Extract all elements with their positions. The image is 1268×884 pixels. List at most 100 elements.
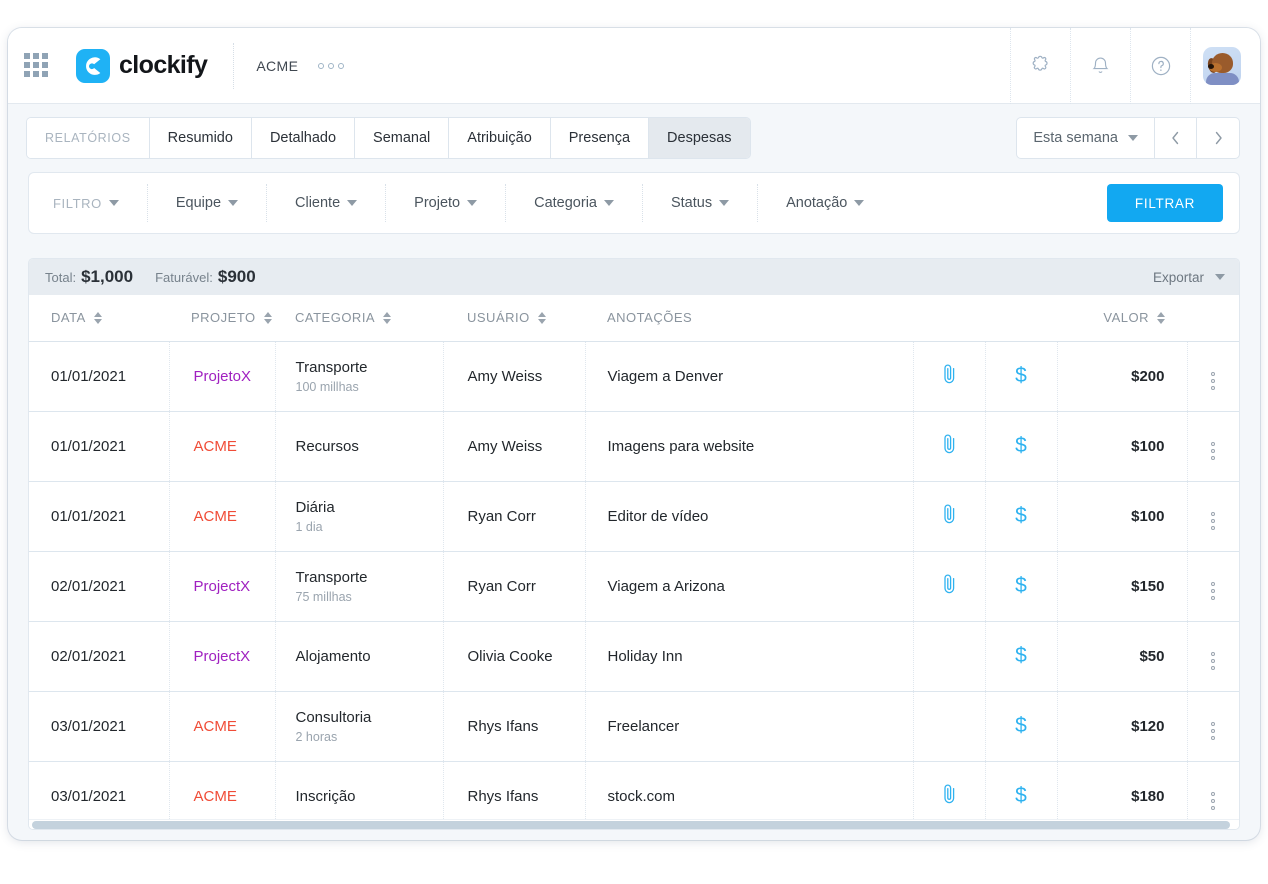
kebab-menu-icon[interactable] <box>1211 371 1216 390</box>
cell-billable[interactable]: $ <box>985 691 1058 761</box>
filter-anotacao[interactable]: Anotação <box>758 184 892 222</box>
table-row[interactable]: 03/01/2021 ACME Inscrição Rhys Ifans sto… <box>29 761 1239 829</box>
category-name: Recursos <box>295 437 359 455</box>
kebab-menu-icon[interactable] <box>1211 791 1216 810</box>
cell-billable[interactable]: $ <box>985 551 1058 621</box>
table-row[interactable]: 01/01/2021 ProjetoX Transporte 100 millh… <box>29 341 1239 411</box>
workspace-name[interactable]: ACME <box>256 57 299 74</box>
cell-project[interactable]: ProjectX <box>169 551 276 621</box>
dollar-icon[interactable]: $ <box>1015 504 1027 527</box>
dollar-icon[interactable]: $ <box>1015 784 1027 807</box>
paperclip-icon[interactable] <box>941 432 958 460</box>
paperclip-icon[interactable] <box>941 782 958 810</box>
cell-attachment[interactable] <box>913 341 986 411</box>
dollar-icon[interactable]: $ <box>1015 644 1027 667</box>
more-dots-icon[interactable] <box>318 62 345 69</box>
paperclip-icon[interactable] <box>941 572 958 600</box>
cell-billable[interactable]: $ <box>985 411 1058 481</box>
bell-icon[interactable] <box>1070 28 1130 104</box>
kebab-menu-icon[interactable] <box>1211 721 1216 740</box>
col-categoria[interactable]: CATEGORIA <box>275 295 443 342</box>
cell-actions[interactable] <box>1187 341 1239 411</box>
project-link[interactable]: ProjectX <box>193 577 251 595</box>
horizontal-scrollbar[interactable] <box>29 819 1239 829</box>
project-link[interactable]: ProjectX <box>193 647 251 665</box>
sort-icon[interactable] <box>93 311 102 324</box>
puzzle-icon[interactable] <box>1010 28 1070 104</box>
cell-actions[interactable] <box>1187 411 1239 481</box>
cell-attachment[interactable] <box>913 481 986 551</box>
dollar-icon[interactable]: $ <box>1015 574 1027 597</box>
tab-atribuicao[interactable]: Atribuição <box>449 118 551 158</box>
cell-attachment[interactable] <box>913 551 986 621</box>
project-link[interactable]: ACME <box>193 787 237 805</box>
filter-categoria[interactable]: Categoria <box>506 184 643 222</box>
paperclip-icon[interactable] <box>941 502 958 530</box>
apps-grid-icon[interactable] <box>24 52 50 79</box>
table-row[interactable]: 01/01/2021 ACME Diária 1 dia Ryan Corr E… <box>29 481 1239 551</box>
col-projeto[interactable]: PROJETO <box>169 295 275 342</box>
col-data[interactable]: DATA <box>29 295 169 342</box>
filter-equipe[interactable]: Equipe <box>148 184 268 222</box>
clockify-logo[interactable]: clockify <box>76 48 208 83</box>
filter-status[interactable]: Status <box>643 184 759 222</box>
filter-projeto[interactable]: Projeto <box>386 184 507 222</box>
kebab-menu-icon[interactable] <box>1211 581 1216 600</box>
cell-attachment[interactable] <box>913 411 986 481</box>
sort-icon[interactable] <box>263 311 272 324</box>
sort-icon[interactable] <box>537 311 546 324</box>
export-button[interactable]: Exportar <box>1153 259 1225 295</box>
project-link[interactable]: ACME <box>193 507 237 525</box>
apply-filter-button[interactable]: FILTRAR <box>1107 184 1223 222</box>
dollar-icon[interactable]: $ <box>1015 714 1027 737</box>
table-row[interactable]: 03/01/2021 ACME Consultoria 2 horas Rhys… <box>29 691 1239 761</box>
table-row[interactable]: 02/01/2021 ProjectX Transporte 75 millha… <box>29 551 1239 621</box>
tab-semanal[interactable]: Semanal <box>355 118 450 158</box>
date-range-button[interactable]: Esta semana <box>1017 118 1155 158</box>
table-row[interactable]: 02/01/2021 ProjectX Alojamento Olivia Co… <box>29 621 1239 691</box>
user-avatar[interactable] <box>1190 28 1252 104</box>
cell-project[interactable]: ACME <box>169 411 276 481</box>
cell-billable[interactable]: $ <box>985 481 1058 551</box>
cell-project[interactable]: ACME <box>169 761 276 829</box>
scrollbar-thumb[interactable] <box>32 821 1230 829</box>
cell-project[interactable]: ProjetoX <box>169 341 276 411</box>
dollar-icon[interactable]: $ <box>1015 364 1027 387</box>
tab-despesas[interactable]: Despesas <box>649 118 750 158</box>
col-valor[interactable]: VALOR <box>1057 295 1187 342</box>
sort-icon[interactable] <box>383 311 392 324</box>
cell-project[interactable]: ACME <box>169 481 276 551</box>
table-row[interactable]: 01/01/2021 ACME Recursos Amy Weiss Image… <box>29 411 1239 481</box>
cell-project[interactable]: ACME <box>169 691 276 761</box>
cell-actions[interactable] <box>1187 691 1239 761</box>
cell-billable[interactable]: $ <box>985 761 1058 829</box>
date-next-button[interactable] <box>1197 118 1239 158</box>
tab-presenca[interactable]: Presença <box>550 118 650 158</box>
kebab-menu-icon[interactable] <box>1211 511 1216 530</box>
help-circle-icon[interactable] <box>1130 28 1190 104</box>
cell-actions[interactable] <box>1187 551 1239 621</box>
cell-billable[interactable]: $ <box>985 341 1058 411</box>
project-link[interactable]: ProjetoX <box>193 367 252 385</box>
cell-actions[interactable] <box>1187 481 1239 551</box>
kebab-menu-icon[interactable] <box>1211 441 1216 460</box>
billable-label: Faturável: <box>155 269 213 285</box>
col-usuario[interactable]: USUÁRIO <box>443 295 585 342</box>
filter-cliente[interactable]: Cliente <box>267 184 387 222</box>
cell-attachment[interactable] <box>913 761 986 829</box>
cell-billable[interactable]: $ <box>985 621 1058 691</box>
sort-icon[interactable] <box>1157 311 1165 324</box>
filter-anotacao-label: Anotação <box>786 195 848 211</box>
cell-actions[interactable] <box>1187 761 1239 829</box>
project-link[interactable]: ACME <box>193 437 237 455</box>
paperclip-icon[interactable] <box>941 362 958 390</box>
date-prev-button[interactable] <box>1155 118 1197 158</box>
dollar-icon[interactable]: $ <box>1015 434 1027 457</box>
tab-detalhado[interactable]: Detalhado <box>251 118 356 158</box>
project-link[interactable]: ACME <box>193 717 237 735</box>
filter-label[interactable]: FILTRO <box>29 184 148 222</box>
cell-actions[interactable] <box>1187 621 1239 691</box>
cell-project[interactable]: ProjectX <box>169 621 276 691</box>
kebab-menu-icon[interactable] <box>1211 651 1216 670</box>
tab-resumido[interactable]: Resumido <box>149 118 252 158</box>
